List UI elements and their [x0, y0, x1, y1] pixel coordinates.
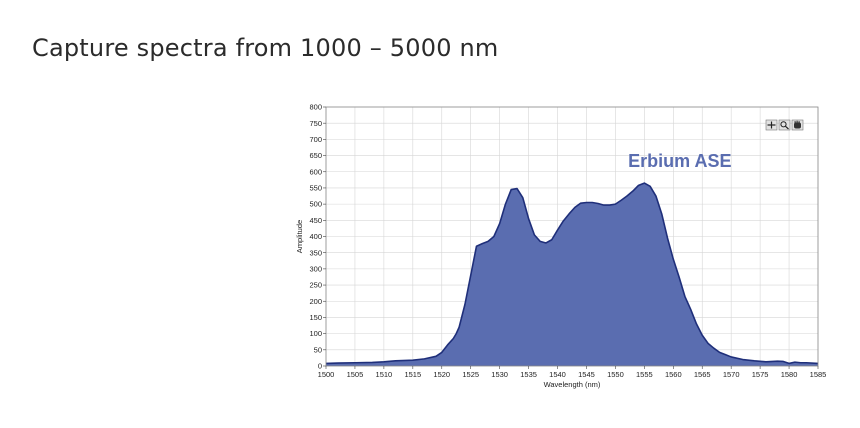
y-tick-label: 150: [309, 313, 322, 322]
x-tick-label: 1585: [810, 370, 827, 379]
y-tick-label: 450: [309, 216, 322, 225]
x-tick-label: 1535: [520, 370, 537, 379]
y-tick-label: 650: [309, 151, 322, 160]
y-tick-label: 600: [309, 167, 322, 176]
y-tick-label: 50: [314, 345, 322, 354]
y-tick-label: 200: [309, 297, 322, 306]
y-tick-label: 350: [309, 248, 322, 257]
y-tick-label: 500: [309, 200, 322, 209]
erbium-ase-annotation: Erbium ASE: [628, 151, 731, 171]
y-tick-label: 700: [309, 135, 322, 144]
graph-toolbar: [765, 119, 804, 131]
y-tick-label: 800: [309, 103, 322, 112]
x-tick-label: 1525: [462, 370, 479, 379]
x-tick-label: 1500: [318, 370, 335, 379]
x-tick-label: 1545: [578, 370, 595, 379]
y-axis-label: Amplitude: [295, 220, 304, 253]
pan-icon[interactable]: [791, 119, 804, 131]
y-axis: 0 50 100 150 200 250 300 350 400 450 500 550 600 650 7…: [309, 103, 326, 371]
spectrum-line: [325, 182, 819, 365]
y-tick-label: 0: [318, 362, 322, 371]
page-headline: Capture spectra from 1000 – 5000 nm: [32, 34, 499, 62]
x-tick-label: 1530: [491, 370, 508, 379]
x-tick-label: 1580: [781, 370, 798, 379]
x-tick-label: 1565: [694, 370, 711, 379]
crosshair-icon[interactable]: [765, 119, 778, 131]
x-axis-label: Wavelength (nm): [544, 380, 601, 389]
x-tick-label: 1510: [376, 370, 393, 379]
y-tick-label: 300: [309, 264, 322, 273]
y-tick-label: 400: [309, 232, 322, 241]
y-tick-label: 100: [309, 329, 322, 338]
x-tick-label: 1560: [665, 370, 682, 379]
x-tick-label: 1505: [347, 370, 364, 379]
x-tick-label: 1515: [404, 370, 421, 379]
y-tick-label: 550: [309, 184, 322, 193]
x-tick-label: 1570: [723, 370, 740, 379]
zoom-icon[interactable]: [778, 119, 791, 131]
x-tick-label: 1575: [752, 370, 769, 379]
y-tick-label: 750: [309, 119, 322, 128]
x-tick-label: 1550: [607, 370, 624, 379]
x-axis: 1500 1505 1510 1515 1520 1525 1530 1535 1540 1545…: [318, 366, 827, 379]
y-tick-label: 250: [309, 281, 322, 290]
x-tick-label: 1540: [549, 370, 566, 379]
x-tick-label: 1555: [636, 370, 653, 379]
x-tick-label: 1520: [433, 370, 450, 379]
